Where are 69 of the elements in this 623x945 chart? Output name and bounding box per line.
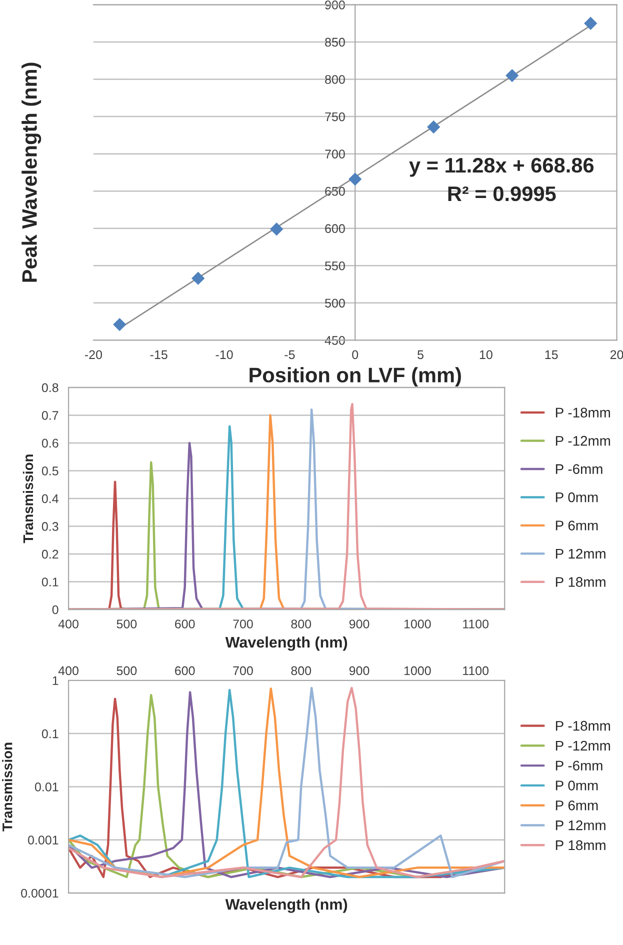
x-tick-label: -15 <box>150 350 168 360</box>
y-tick-label: 900 <box>325 0 345 10</box>
x-tick-label: 1000 <box>404 666 431 676</box>
y-tick-label: 700 <box>325 150 345 158</box>
y-axis-title: Peak Wavelength (nm) <box>22 62 42 282</box>
x-tick-label: 5 <box>418 350 424 360</box>
x-tick-label: 0 <box>352 350 358 360</box>
y-tick-label: 0.1 <box>42 729 58 738</box>
x-tick-label: 1000 <box>404 620 431 628</box>
x-tick-label: 800 <box>291 666 312 676</box>
x-tick-label: 700 <box>233 620 253 628</box>
y-tick-label: 750 <box>325 112 345 122</box>
annotation: R² = 0.9995 <box>448 186 556 202</box>
x-tick-label: 20 <box>610 350 623 360</box>
x-tick-label: 400 <box>58 666 78 676</box>
x-tick-label: 10 <box>480 350 492 360</box>
legend-label: P 12mm <box>556 548 606 559</box>
y-tick-label: 0.001 <box>28 836 58 845</box>
x-tick-label: -20 <box>84 350 102 360</box>
x-tick-label: 600 <box>175 666 195 676</box>
legend-label: P 0mm <box>556 492 598 502</box>
y-tick-label: 850 <box>325 38 345 47</box>
y-tick-label: 600 <box>325 224 345 234</box>
y-tick-label: 0.2 <box>42 550 58 559</box>
y-tick-label: 0.6 <box>42 438 58 448</box>
y-tick-label: 0.3 <box>42 522 58 531</box>
x-tick-label: -10 <box>216 350 233 360</box>
legend-label: P 18mm <box>556 840 606 850</box>
y-tick-label: 0.4 <box>42 494 58 504</box>
x-axis-title: Position on LVF (mm) <box>250 367 461 387</box>
x-tick-label: 700 <box>233 666 253 676</box>
y-tick-label: 1 <box>52 676 58 685</box>
x-tick-label: 15 <box>545 350 558 360</box>
y-tick-label: 0.01 <box>34 782 58 792</box>
x-tick-label: 900 <box>349 620 370 628</box>
legend-label: P 6mm <box>556 800 598 810</box>
y-tick-label: 500 <box>325 298 345 308</box>
y-tick-label: 0 <box>52 605 58 614</box>
legend-label: P -12mm <box>556 436 610 446</box>
y-tick-label: 0.8 <box>42 383 58 392</box>
legend-label: P 12mm <box>556 820 606 830</box>
legend-label: P 0mm <box>556 780 598 790</box>
legend-label: P 6mm <box>556 520 598 530</box>
y-axis-title: Transmission <box>22 454 34 544</box>
y-tick-label: 0.5 <box>42 466 58 476</box>
y-tick-label: 0.1 <box>42 578 58 586</box>
x-tick-label: 800 <box>291 620 312 628</box>
y-tick-label: 0.7 <box>42 411 58 420</box>
legend-label: P 18mm <box>556 577 606 587</box>
legend-label: P -18mm <box>556 720 610 731</box>
x-tick-label: -5 <box>284 350 295 360</box>
x-axis-title: Wavelength (nm) <box>225 898 348 913</box>
legend-label: P -6mm <box>556 760 602 771</box>
y-tick-label: 800 <box>325 75 345 84</box>
x-tick-label: 600 <box>175 620 195 628</box>
x-tick-label: 1100 <box>463 666 489 676</box>
y-tick-label: 0.0001 <box>21 888 58 898</box>
x-tick-label: 1100 <box>463 620 489 628</box>
y-tick-label: 550 <box>325 261 345 270</box>
x-axis-title: Wavelength (nm) <box>225 636 348 651</box>
x-tick-label: 500 <box>116 666 137 676</box>
x-tick-label: 400 <box>58 620 78 628</box>
x-tick-label: 900 <box>349 666 370 676</box>
x-tick-label: 500 <box>116 620 137 628</box>
legend-label: P -18mm <box>556 408 610 418</box>
annotation: y = 11.28x + 668.86 <box>409 158 594 177</box>
y-axis-title: Transmission <box>2 742 12 832</box>
legend-label: P -12mm <box>556 740 610 751</box>
legend-label: P -6mm <box>556 464 602 474</box>
